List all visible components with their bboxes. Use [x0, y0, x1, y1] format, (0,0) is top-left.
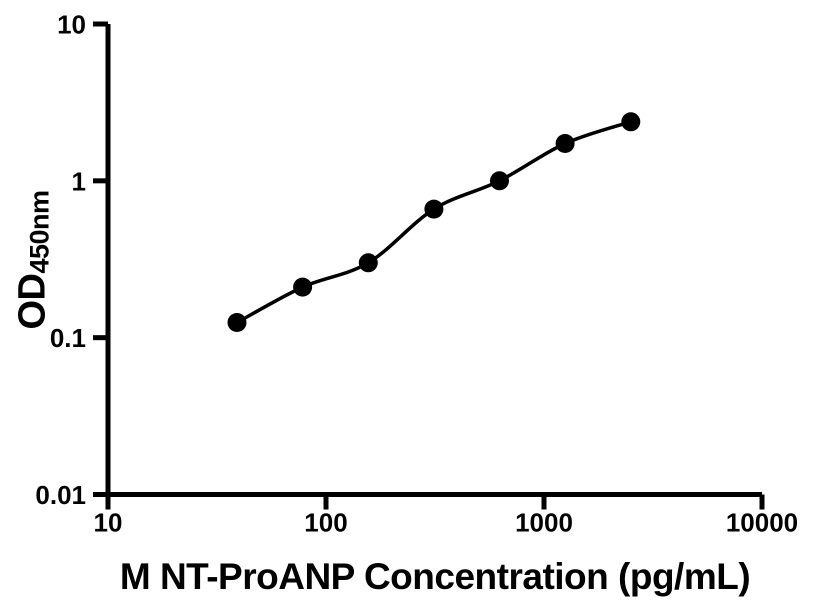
y-axis-tick-label: 0.1	[50, 323, 86, 353]
y-axis-tick-label: 10	[57, 10, 86, 40]
data-point-marker	[555, 134, 575, 153]
y-axis-label: OD450nm	[12, 190, 55, 329]
data-point-marker	[490, 171, 509, 191]
data-point-marker	[227, 313, 247, 332]
x-axis-tick-label: 100	[304, 508, 347, 538]
y-axis-label-main: OD	[11, 273, 54, 330]
x-axis-tick-label: 10	[94, 508, 123, 538]
x-axis-title: M NT-ProANP Concentration (pg/mL)	[119, 556, 751, 597]
y-axis-label-subscript: 450nm	[24, 190, 55, 274]
y-axis-tick-label: 1	[72, 166, 86, 196]
data-point-marker	[358, 253, 378, 273]
axis-spines	[105, 24, 762, 497]
x-axis-tick-label: 1000	[515, 508, 573, 538]
data-point-marker	[293, 277, 313, 297]
y-axis-tick-label: 0.01	[35, 480, 86, 510]
x-axis-tick-label: 10000	[726, 508, 798, 538]
data-point-marker	[621, 112, 641, 132]
data-point-marker	[424, 199, 444, 219]
